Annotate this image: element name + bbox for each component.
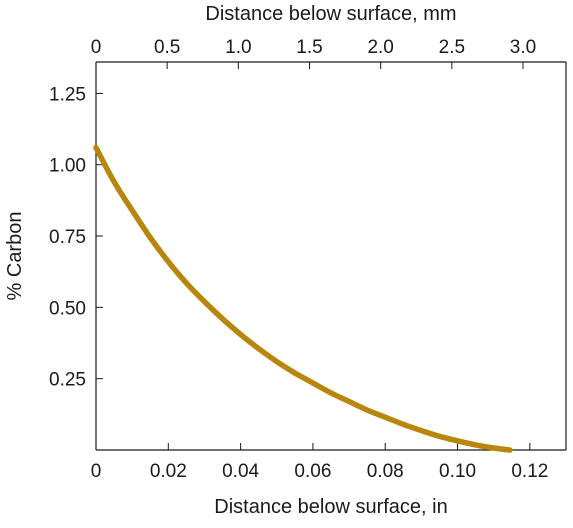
y-tick-label-4: 1.25	[49, 84, 86, 105]
bottom-tick-label-5: 0.10	[439, 461, 476, 482]
top-tick-label-5: 2.5	[439, 37, 465, 58]
bottom-tick-label-3: 0.06	[294, 461, 331, 482]
series-layer	[93, 144, 513, 453]
y-tick-label-2: 0.75	[49, 227, 86, 248]
y-tick-label-1: 0.50	[49, 298, 86, 319]
top-tick-label-0: 0	[91, 37, 102, 58]
bottom-tick-label-4: 0.08	[367, 461, 404, 482]
series-line-0	[93, 144, 513, 453]
top-axis-title: Distance below surface, mm	[205, 3, 456, 25]
bottom-tick-label-2: 0.04	[222, 461, 259, 482]
y-axis-title: % Carbon	[4, 212, 26, 301]
bottom-axis-title: Distance below surface, in	[214, 496, 447, 518]
labels-layer: 0 0.02 0.04 0.06 0.08 0.10 0.12 0 0.5 1.0 1.5 2.0 2.…	[49, 37, 548, 482]
y-tick-label-0: 0.25	[49, 370, 86, 391]
plot-area	[95, 61, 567, 451]
top-tick-label-6: 3.0	[510, 37, 536, 58]
top-tick-label-1: 0.5	[154, 37, 180, 58]
bottom-tick-label-0: 0	[91, 461, 102, 482]
top-tick-label-2: 1.0	[225, 37, 251, 58]
top-tick-label-4: 2.0	[367, 37, 393, 58]
bottom-tick-label-6: 0.12	[511, 461, 548, 482]
top-tick-label-3: 1.5	[296, 37, 322, 58]
bottom-tick-label-1: 0.02	[150, 461, 187, 482]
y-tick-label-3: 1.00	[49, 156, 86, 177]
